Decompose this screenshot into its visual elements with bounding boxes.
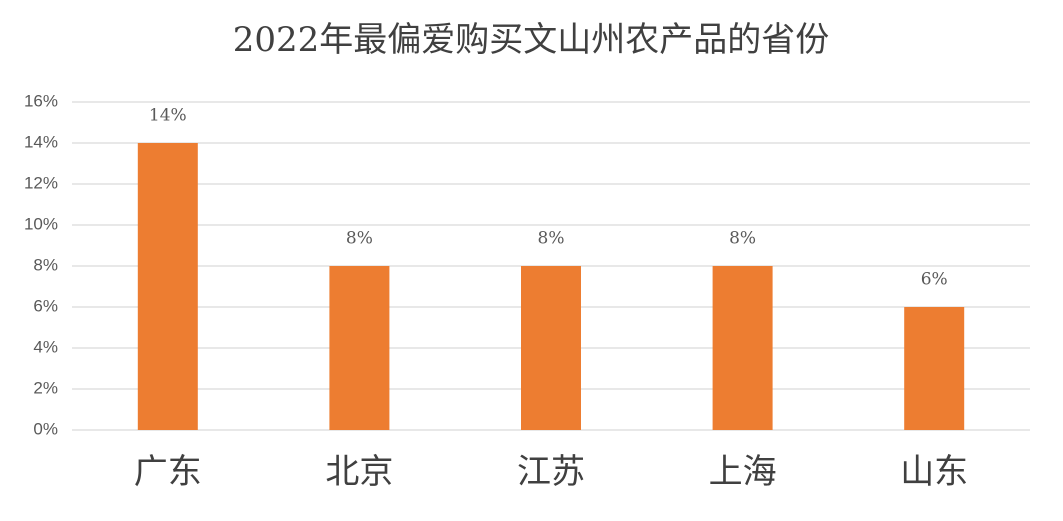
y-tick-label: 16% [24,91,58,110]
y-tick-label: 2% [33,378,58,397]
value-label: 6% [921,270,948,290]
x-tick-label: 江苏 [517,452,585,492]
x-tick-label: 北京 [325,452,393,492]
x-tick-label: 上海 [709,452,777,492]
chart-title: 2022年最偏爱购买文山州农产品的省份 [233,20,830,60]
bar [904,307,965,430]
y-tick-label: 14% [24,132,58,151]
y-tick-label: 6% [33,296,58,315]
value-label: 14% [149,106,187,126]
bar [712,266,773,430]
value-label: 8% [729,229,756,249]
y-tick-label: 4% [33,337,58,356]
y-tick-label: 12% [24,173,58,192]
y-tick-label: 8% [33,255,58,274]
y-tick-label: 0% [33,419,58,438]
y-tick-label: 10% [24,214,58,233]
value-label: 8% [346,229,373,249]
bar [521,266,581,430]
bar [137,143,198,430]
x-tick-label: 广东 [134,452,202,492]
value-label: 8% [538,229,565,249]
x-tick-label: 山东 [900,452,968,492]
bar [329,266,390,430]
